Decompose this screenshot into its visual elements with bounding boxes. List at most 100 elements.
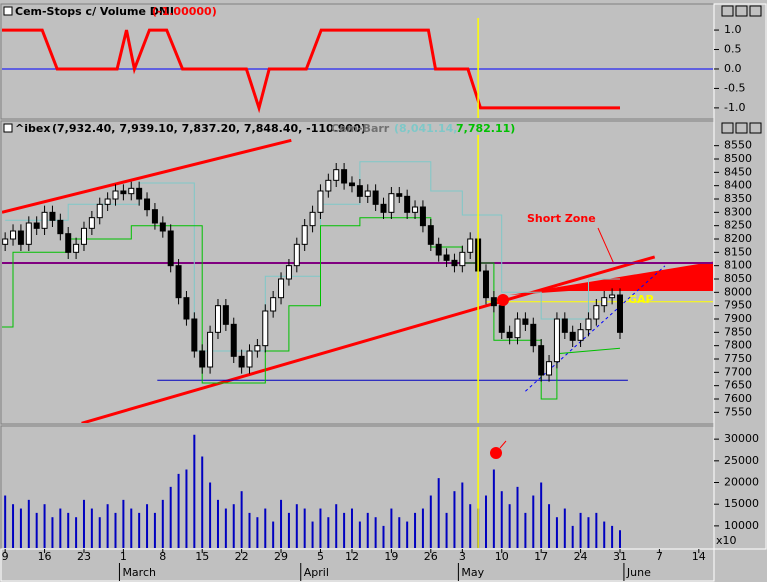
- candle-body: [435, 243, 442, 256]
- x-tick-label: 19: [384, 550, 398, 563]
- trend-line: [81, 255, 656, 423]
- candle-body: [498, 305, 505, 333]
- maximize-button[interactable]: [735, 5, 748, 17]
- y-tick-label: 8150: [724, 245, 752, 258]
- y-tick-label: 25000: [724, 454, 759, 467]
- plot-area: [2, 135, 713, 423]
- candle-body: [17, 230, 24, 245]
- maximize-button[interactable]: [735, 122, 748, 134]
- indicator-line: [2, 28, 620, 114]
- x-tick-label: 14: [692, 550, 706, 563]
- candle-body: [33, 222, 40, 229]
- candle-body: [506, 331, 513, 339]
- candle-body: [238, 355, 245, 368]
- x-tick-label: 16: [38, 550, 52, 563]
- y-tick-label: 7650: [724, 379, 752, 392]
- candle-body: [144, 198, 151, 211]
- y-tick-label: 7600: [724, 392, 752, 405]
- panel-value: (-1.00000): [152, 5, 217, 18]
- annotation: Short Zone: [527, 212, 596, 225]
- x-tick-label: 7: [656, 550, 663, 563]
- y-tick-label: 15000: [724, 497, 759, 510]
- minimize-button[interactable]: [721, 122, 734, 134]
- x-tick-label: 23: [77, 550, 91, 563]
- panel-icon[interactable]: [3, 123, 13, 133]
- bomb: [497, 294, 509, 306]
- x-tick-label: 22: [235, 550, 249, 563]
- candle-body: [530, 323, 537, 347]
- y-tick-label: 7700: [724, 365, 752, 378]
- candle-body: [546, 361, 553, 376]
- candle-body: [301, 225, 308, 245]
- candle-body: [490, 297, 497, 307]
- candle-body: [285, 265, 292, 280]
- candle-body: [522, 318, 529, 325]
- candle-body: [396, 193, 403, 197]
- close-button[interactable]: [749, 5, 762, 17]
- y-tick-label: 8300: [724, 205, 752, 218]
- candle-body: [214, 305, 221, 333]
- y-tick-label: 8350: [724, 192, 752, 205]
- x-tick-label: 29: [274, 550, 288, 563]
- annotation: GAP: [628, 293, 654, 306]
- x-tick-label: 17: [534, 550, 548, 563]
- x-tick-label: 26: [424, 550, 438, 563]
- x-tick-label: 9: [2, 550, 9, 563]
- panel-frame: [0, 425, 715, 550]
- y-tick-label: 0.0: [724, 62, 742, 75]
- candle-body: [356, 185, 363, 197]
- y-tick-label: 20000: [724, 476, 759, 489]
- candle-body: [317, 190, 324, 213]
- panel-title: ^ibex: [15, 122, 50, 135]
- candle-body: [404, 195, 411, 213]
- y-tick-label: 8050: [724, 272, 752, 285]
- x-tick-label: 24: [574, 550, 588, 563]
- x-tick-label: 10: [495, 550, 509, 563]
- candle-body: [199, 350, 206, 368]
- y-tick-label: 7950: [724, 299, 752, 312]
- candle-body: [57, 219, 64, 235]
- bomb: [490, 447, 502, 459]
- panel-frame: [0, 120, 715, 425]
- x-tick-label: 31: [613, 550, 627, 563]
- close-button[interactable]: [749, 122, 762, 134]
- candle-body: [246, 350, 253, 368]
- x-tick-label: 5: [317, 550, 324, 563]
- panel-values: (7,932.40, 7,939.10, 7,837.20, 7,848.40,…: [52, 122, 366, 135]
- y-tick-label: 7550: [724, 405, 752, 418]
- x-tick-label: 12: [345, 550, 359, 563]
- candle-body: [25, 222, 32, 245]
- y-tick-label: 8000: [724, 285, 752, 298]
- candle-body: [230, 323, 237, 357]
- candle-body: [419, 206, 426, 227]
- axis-area: [713, 3, 767, 550]
- candle-body: [309, 211, 316, 227]
- candle-body: [482, 270, 489, 299]
- y-tick-label: 7900: [724, 312, 752, 325]
- y-tick-label: 8550: [724, 139, 752, 152]
- candle-body: [293, 243, 300, 267]
- candle-body: [120, 190, 127, 195]
- candle-body: [569, 331, 576, 341]
- candle-body: [151, 209, 158, 224]
- candle-body: [380, 203, 387, 213]
- candle-body: [80, 227, 87, 245]
- candle-body: [270, 297, 277, 312]
- candle-body: [364, 190, 371, 197]
- y-tick-label: 8500: [724, 152, 752, 165]
- candle-body: [348, 182, 355, 187]
- month-label: March: [122, 566, 156, 579]
- candle-body: [467, 238, 474, 253]
- candle-body: [341, 169, 348, 184]
- minimize-button[interactable]: [721, 5, 734, 17]
- candle-body: [451, 259, 458, 267]
- bomb-fuse: [499, 440, 507, 449]
- candle-body: [112, 190, 119, 200]
- y-tick-label: 7800: [724, 339, 752, 352]
- candle-body: [262, 310, 269, 347]
- x-tick-label: 15: [195, 550, 209, 563]
- candle-body: [2, 238, 9, 245]
- candle-body: [96, 203, 103, 219]
- panel-icon[interactable]: [3, 6, 13, 16]
- candle-body: [49, 211, 56, 221]
